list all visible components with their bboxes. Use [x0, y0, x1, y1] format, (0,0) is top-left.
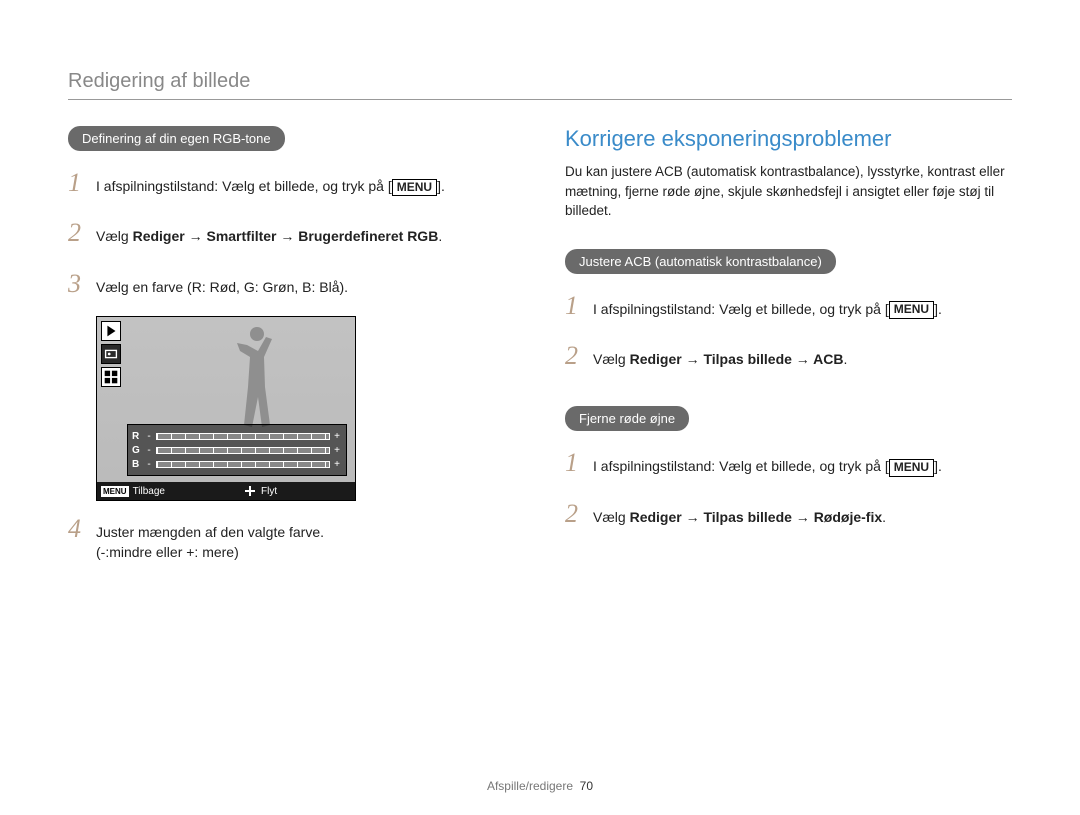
play-icon: [101, 321, 121, 341]
text: .: [882, 509, 886, 525]
footer-page-number: 70: [580, 779, 593, 793]
step-number: 2: [68, 215, 96, 251]
screenshot-bottom-bar: MENU Tilbage Flyt: [97, 482, 355, 500]
slider-bar: [156, 461, 330, 468]
person-silhouette: [235, 327, 280, 427]
rgb-screenshot: R - + G - + B - + ME: [96, 316, 356, 501]
label: G: [132, 445, 144, 456]
menu-button-label: MENU: [392, 179, 437, 197]
minus: -: [144, 431, 154, 442]
bold-path: Rediger → Smartfilter → Brugerdefineret …: [133, 228, 439, 244]
header-divider: [68, 99, 1012, 100]
step-number: 1: [565, 288, 593, 324]
step-text: Vælg en farve (R: Rød, G: Grøn, B: Blå).: [96, 272, 348, 298]
step-number: 1: [68, 165, 96, 201]
slider-row-g: G - +: [132, 443, 342, 457]
section-title-exposure: Korrigere eksponeringsproblemer: [565, 126, 1012, 152]
intro-paragraph: Du kan justere ACB (automatisk kontrastb…: [565, 162, 1012, 221]
step-2: 2 Vælg Rediger → Smartfilter → Brugerdef…: [68, 215, 515, 251]
bold-path: Rediger → Tilpas billede → Rødøje-fix: [630, 509, 883, 525]
page-footer: Afspille/redigere 70: [0, 779, 1080, 793]
menu-label: MENU: [101, 486, 129, 497]
red-step-2: 2 Vælg Rediger → Tilpas billede → Rødøje…: [565, 496, 1012, 532]
minus: -: [144, 459, 154, 470]
step-text: Vælg Rediger → Tilpas billede → Rødøje-f…: [593, 502, 886, 528]
thumb-icon: [101, 344, 121, 364]
slider-bar: [156, 433, 330, 440]
right-column: Korrigere eksponeringsproblemer Du kan j…: [565, 126, 1012, 576]
page-header-title: Redigering af billede: [68, 70, 1012, 93]
pill-red-eye: Fjerne røde øjne: [565, 406, 689, 431]
acb-step-1: 1 I afspilningstilstand: Vælg et billede…: [565, 288, 1012, 324]
text: ].: [934, 458, 942, 474]
line1: Juster mængden af den valgte farve.: [96, 523, 324, 543]
step-text: I afspilningstilstand: Vælg et billede, …: [593, 451, 942, 477]
label: R: [132, 431, 144, 442]
bold-path: Rediger → Tilpas billede → ACB: [630, 351, 844, 367]
slider-bar: [156, 447, 330, 454]
step-text: Juster mængden af den valgte farve. (-:m…: [96, 517, 324, 562]
minus: -: [144, 445, 154, 456]
step-number: 3: [68, 266, 96, 302]
left-column: Definering af din egen RGB-tone 1 I afsp…: [68, 126, 515, 576]
pill-acb: Justere ACB (automatisk kontrastbalance): [565, 249, 836, 274]
step-text: Vælg Rediger → Smartfilter → Brugerdefin…: [96, 221, 442, 247]
slider-row-r: R - +: [132, 429, 342, 443]
screenshot-side-icons: [101, 321, 121, 387]
step-number: 2: [565, 338, 593, 374]
text: Vælg: [593, 351, 630, 367]
text: Vælg: [593, 509, 630, 525]
text: I afspilningstilstand: Vælg et billede, …: [96, 178, 392, 194]
step-text: I afspilningstilstand: Vælg et billede, …: [593, 294, 942, 320]
step-3: 3 Vælg en farve (R: Rød, G: Grøn, B: Blå…: [68, 266, 515, 302]
text: ].: [934, 301, 942, 317]
menu-button-label: MENU: [889, 459, 934, 477]
move-label: Flyt: [261, 486, 277, 497]
red-step-1: 1 I afspilningstilstand: Vælg et billede…: [565, 445, 1012, 481]
text: I afspilningstilstand: Vælg et billede, …: [593, 458, 889, 474]
grid-icon: [101, 367, 121, 387]
plus: +: [332, 459, 342, 470]
plus: +: [332, 431, 342, 442]
footer-section: Afspille/redigere: [487, 779, 573, 793]
step-number: 1: [565, 445, 593, 481]
step-number: 4: [68, 511, 96, 547]
step-4: 4 Juster mængden af den valgte farve. (-…: [68, 511, 515, 562]
step-text: I afspilningstilstand: Vælg et billede, …: [96, 171, 445, 197]
move-icon: [245, 486, 255, 496]
content-columns: Definering af din egen RGB-tone 1 I afsp…: [68, 126, 1012, 576]
text: ].: [437, 178, 445, 194]
text: .: [438, 228, 442, 244]
acb-step-2: 2 Vælg Rediger → Tilpas billede → ACB.: [565, 338, 1012, 374]
plus: +: [332, 445, 342, 456]
line2: (-:mindre eller +: mere): [96, 543, 324, 563]
pill-rgb-tone: Definering af din egen RGB-tone: [68, 126, 285, 151]
text: Vælg: [96, 228, 133, 244]
text: .: [844, 351, 848, 367]
label: B: [132, 459, 144, 470]
menu-button-label: MENU: [889, 301, 934, 319]
back-label: Tilbage: [133, 486, 165, 497]
step-number: 2: [565, 496, 593, 532]
step-1: 1 I afspilningstilstand: Vælg et billede…: [68, 165, 515, 201]
text: I afspilningstilstand: Vælg et billede, …: [593, 301, 889, 317]
slider-row-b: B - +: [132, 457, 342, 471]
rgb-slider-panel: R - + G - + B - +: [127, 424, 347, 476]
step-text: Vælg Rediger → Tilpas billede → ACB.: [593, 344, 847, 370]
